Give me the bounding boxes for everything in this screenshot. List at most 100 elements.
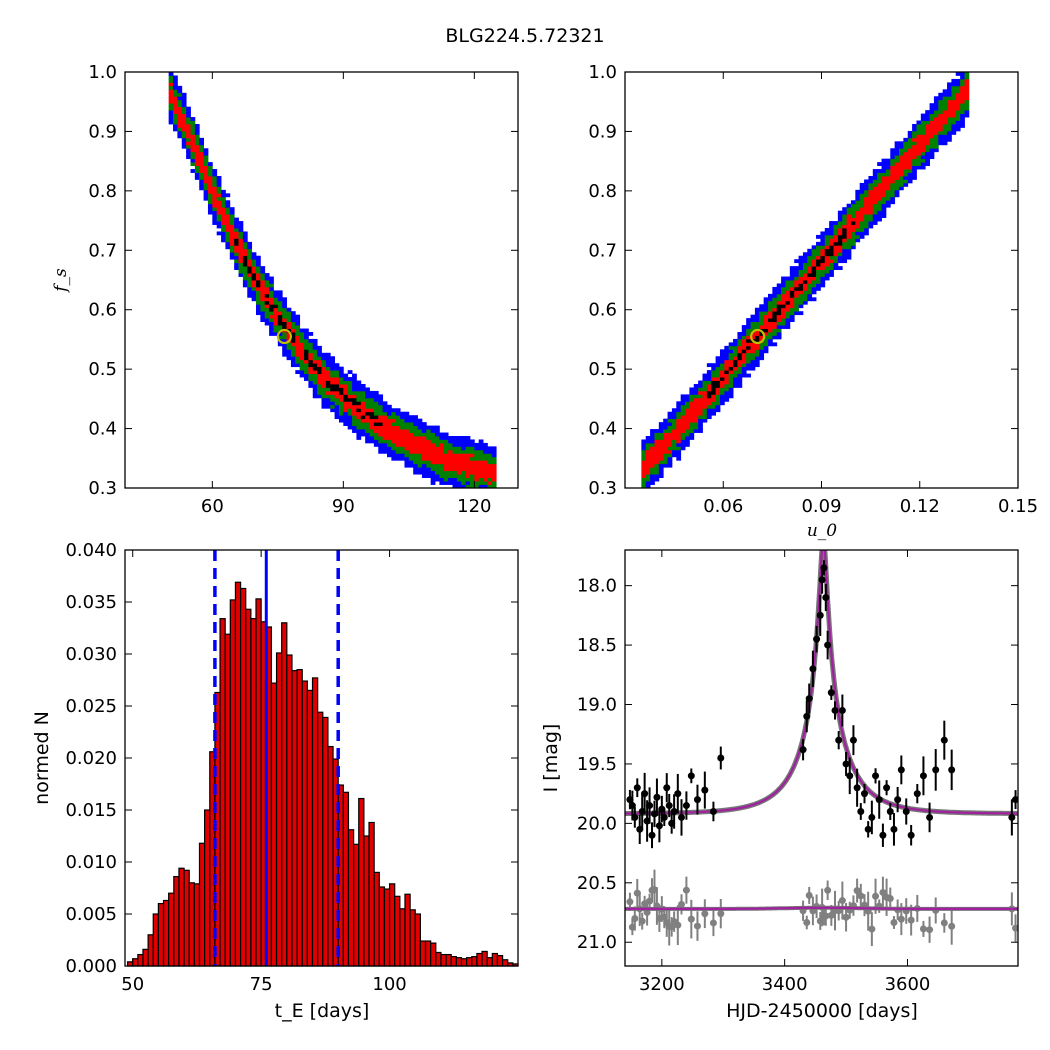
sigma3-cell <box>338 415 344 420</box>
sigma3-cell <box>256 304 261 309</box>
sigma3-cell <box>400 411 405 416</box>
best-cell <box>776 311 782 316</box>
data-point <box>822 594 830 602</box>
sigma1-cell <box>469 453 475 458</box>
sigma1-cell <box>789 297 795 302</box>
sigma1-cell <box>186 134 191 139</box>
histogram-bar <box>296 668 303 967</box>
sigma3-cell <box>894 148 900 153</box>
sigma1-cell <box>395 436 401 440</box>
histogram-bar <box>342 791 350 967</box>
best-cell <box>269 307 274 312</box>
sigma3-cell <box>776 286 782 291</box>
data-point <box>846 772 854 780</box>
sigma3-cell <box>260 269 266 274</box>
sigma3-cell <box>282 345 287 350</box>
sigma1-cell <box>487 467 493 472</box>
sigma1-cell <box>448 449 453 454</box>
sigma1-cell <box>916 134 922 139</box>
sigma2-cell <box>877 172 882 177</box>
data-point <box>853 784 861 792</box>
sigma1-cell <box>824 245 830 250</box>
sigma2-cell <box>417 456 423 461</box>
sigma2-cell <box>671 439 677 444</box>
sigma1-cell <box>417 439 423 444</box>
sigma3-cell <box>890 196 896 201</box>
sigma3-cell <box>820 280 826 284</box>
sigma1-cell <box>295 342 301 347</box>
sigma1-cell <box>894 172 900 177</box>
histogram-bar <box>388 883 396 967</box>
best-cell <box>820 255 826 260</box>
sigma2-cell <box>824 266 830 270</box>
sigma3-cell <box>715 408 721 413</box>
sigma1-cell <box>938 127 944 132</box>
sigma1-cell <box>698 397 703 402</box>
sigma3-cell <box>269 325 274 329</box>
sigma3-cell <box>417 418 423 423</box>
sigma3-cell <box>369 390 375 395</box>
sigma2-cell <box>186 117 191 121</box>
best-cell <box>365 411 370 416</box>
sigma1-cell <box>750 349 756 354</box>
sigma3-cell <box>282 338 287 343</box>
best-cell <box>256 283 261 288</box>
sigma2-cell <box>461 474 466 478</box>
sigma2-cell <box>413 429 418 433</box>
sigma1-cell <box>794 290 799 295</box>
sigma2-cell <box>728 377 734 381</box>
sigma2-cell <box>452 474 458 478</box>
sigma2-cell <box>872 207 878 212</box>
sigma2-cell <box>776 321 782 326</box>
sigma1-cell <box>203 176 209 180</box>
sigma3-cell <box>772 342 778 347</box>
sigma3-cell <box>216 224 222 229</box>
sigma3-cell <box>702 373 708 378</box>
sigma2-cell <box>295 332 301 336</box>
sigma1-cell <box>234 231 239 236</box>
best-cell <box>754 335 760 340</box>
sigma1-cell <box>680 422 686 426</box>
sigma3-cell <box>671 411 677 416</box>
sigma1-cell <box>781 300 786 305</box>
sigma2-cell <box>356 394 362 399</box>
best-cell <box>772 318 778 322</box>
sigma2-cell <box>325 394 331 399</box>
sigma2-cell <box>885 193 891 198</box>
sigma3-cell <box>685 436 690 440</box>
sigma2-cell <box>768 304 773 309</box>
sigma1-cell <box>404 446 410 451</box>
histogram-bar <box>430 942 437 967</box>
sigma1-cell <box>890 179 896 184</box>
best-cell <box>807 273 813 277</box>
sigma3-cell <box>365 394 370 399</box>
sigma1-cell <box>212 189 218 194</box>
histogram-bar <box>234 581 242 967</box>
sigma1-cell <box>933 120 939 125</box>
sigma2-cell <box>465 484 471 489</box>
sigma3-cell <box>469 439 475 444</box>
sigma2-cell <box>820 269 826 274</box>
best-cell <box>737 356 743 361</box>
sigma1-cell <box>872 186 878 191</box>
sigma3-cell <box>685 397 690 402</box>
sigma1-cell <box>706 384 712 388</box>
x-tick-label: 75 <box>250 974 273 995</box>
sigma2-cell <box>461 481 466 485</box>
sigma2-cell <box>395 422 401 426</box>
sigma2-cell <box>347 408 353 413</box>
sigma1-cell <box>395 425 401 430</box>
sigma2-cell <box>645 446 651 451</box>
sigma3-cell <box>325 356 331 361</box>
sigma3-cell <box>408 463 414 468</box>
histogram-bar <box>368 821 375 967</box>
sigma1-cell <box>382 415 388 420</box>
sigma3-cell <box>811 290 817 295</box>
sigma3-cell <box>199 141 204 146</box>
data-point <box>838 706 846 714</box>
sigma2-cell <box>881 196 887 201</box>
best-cell <box>242 262 248 267</box>
sigma3-cell <box>658 429 664 433</box>
sigma1-cell <box>256 276 261 281</box>
sigma1-cell <box>443 460 449 465</box>
